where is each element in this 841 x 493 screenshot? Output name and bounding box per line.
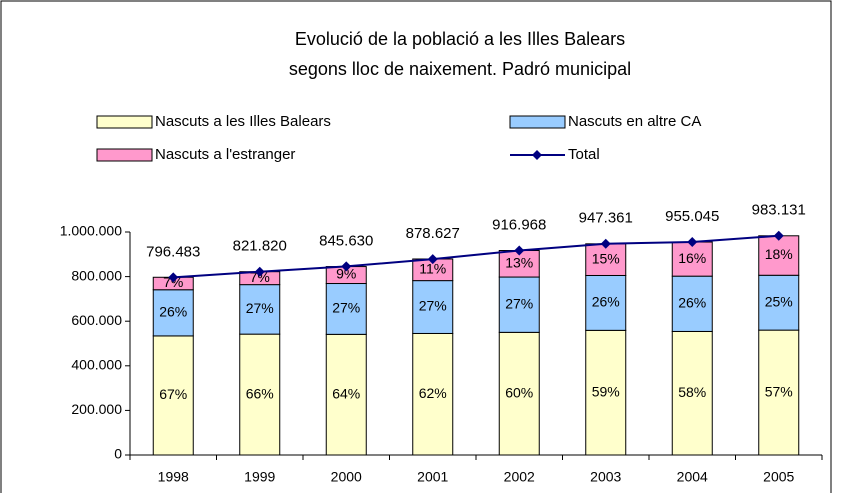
total-marker — [773, 230, 784, 241]
bar-segment — [758, 329, 800, 456]
data-label: 26% — [159, 304, 187, 320]
total-line — [173, 234, 779, 279]
bar-segment — [152, 335, 194, 456]
total-marker — [687, 237, 698, 248]
legend-swatch — [509, 115, 566, 129]
data-label: 16% — [678, 250, 706, 266]
legend-swatch — [96, 115, 153, 129]
data-label: 878.627 — [406, 225, 460, 242]
data-label: 58% — [678, 384, 706, 400]
total-marker — [254, 266, 265, 277]
x-tick-label: 1999 — [244, 469, 275, 485]
data-label: 845.630 — [319, 232, 373, 249]
y-tick-label: 200.000 — [71, 401, 122, 417]
data-label: 64% — [332, 385, 360, 401]
bar-segment — [758, 274, 800, 331]
bar-segment — [585, 243, 627, 276]
data-label: 62% — [419, 385, 447, 401]
bar-segment — [758, 235, 800, 276]
bar-segment — [585, 274, 627, 331]
bar-segment — [498, 331, 540, 456]
legend-swatch — [96, 148, 153, 162]
data-label: 66% — [246, 385, 274, 401]
data-label: 955.045 — [665, 208, 719, 225]
data-label: 13% — [505, 254, 533, 270]
bar-segment — [671, 275, 713, 332]
data-label: 59% — [592, 383, 620, 399]
bar-segment — [152, 289, 194, 337]
legend-label: Nascuts a l'estranger — [155, 146, 295, 163]
y-tick-label: 600.000 — [71, 312, 122, 328]
data-label: 57% — [765, 383, 793, 399]
data-label: 27% — [419, 298, 447, 314]
data-label: 26% — [592, 294, 620, 310]
data-label: 27% — [332, 300, 360, 316]
data-label: 27% — [246, 300, 274, 316]
x-tick-label: 2001 — [417, 469, 448, 485]
x-tick-label: 2000 — [331, 469, 362, 485]
x-tick-label: 2002 — [504, 469, 535, 485]
y-tick-label: 0 — [114, 446, 122, 462]
x-tick-label: 2005 — [763, 469, 794, 485]
data-label: 796.483 — [146, 243, 200, 260]
bar-segment — [239, 333, 281, 456]
legend-label: Nascuts a les Illes Balears — [155, 113, 331, 130]
x-tick-label: 2004 — [677, 469, 708, 485]
data-label: 18% — [765, 246, 793, 262]
data-label: 821.820 — [233, 238, 287, 255]
total-marker — [514, 245, 525, 256]
legend-label: Nascuts en altre CA — [568, 113, 701, 130]
legend-label: Total — [568, 146, 600, 163]
legend-marker — [532, 150, 542, 160]
bar-segment — [239, 284, 281, 335]
data-label: 947.361 — [579, 210, 633, 227]
data-label: 983.131 — [752, 202, 806, 219]
y-tick-label: 400.000 — [71, 357, 122, 373]
data-label: 25% — [765, 293, 793, 309]
data-label: 9% — [336, 266, 356, 282]
total-marker — [427, 254, 438, 265]
bar-segment — [671, 241, 713, 277]
total-marker — [168, 272, 179, 283]
x-tick-label: 2003 — [590, 469, 621, 485]
bar-segment — [671, 330, 713, 456]
data-label: 916.968 — [492, 216, 546, 233]
data-label: 26% — [678, 295, 706, 311]
data-label: 67% — [159, 386, 187, 402]
chart-title: Evolució de la població a les Illes Bale… — [295, 29, 625, 49]
x-tick-label: 1998 — [158, 469, 189, 485]
data-label: 60% — [505, 384, 533, 400]
bar-segment — [585, 329, 627, 456]
y-tick-label: 800.000 — [71, 267, 122, 283]
total-marker — [600, 238, 611, 249]
data-label: 15% — [592, 250, 620, 266]
data-label: 27% — [505, 295, 533, 311]
total-marker — [341, 261, 352, 272]
y-tick-label: 1.000.000 — [60, 223, 122, 239]
data-label: 11% — [419, 261, 446, 277]
chart-title: segons lloc de naixement. Padró municipa… — [289, 59, 631, 79]
